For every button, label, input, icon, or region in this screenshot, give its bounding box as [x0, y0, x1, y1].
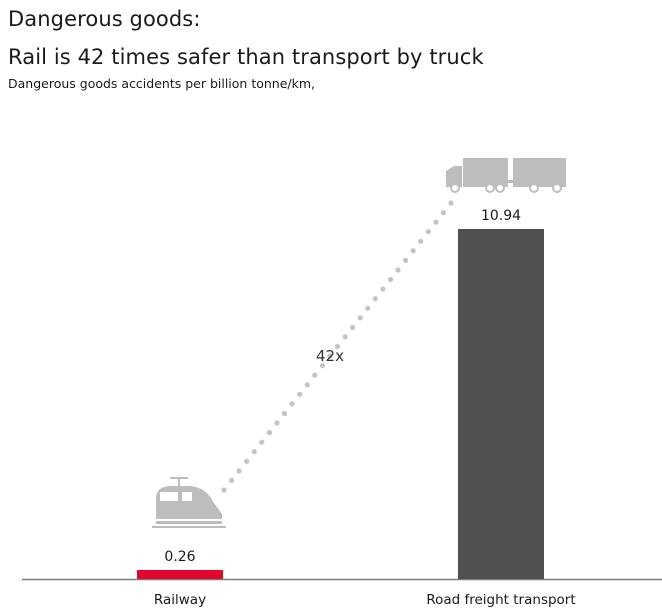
dotted-line-dot	[350, 324, 356, 330]
dotted-line-dot	[229, 477, 235, 483]
value-label-railway: 0.26	[164, 549, 195, 565]
dotted-line-dot	[236, 468, 242, 474]
chart-title-line2: Rail is 42 times safer than transport by…	[8, 45, 484, 69]
ratio-annotation: 42x	[316, 347, 344, 365]
dotted-line-dot	[365, 305, 371, 311]
train-icon	[152, 477, 226, 528]
truck-icon	[446, 158, 566, 193]
dotted-line-dot	[259, 439, 265, 445]
dotted-line-dot	[312, 372, 318, 378]
category-label-railway: Railway	[154, 592, 206, 608]
dotted-line-dot	[357, 315, 363, 321]
dotted-line-dot	[281, 410, 288, 417]
dotted-line-dot	[244, 458, 250, 464]
dotted-line-dot	[448, 200, 454, 206]
dotted-line-dot	[266, 430, 272, 436]
dotted-line-dot	[372, 296, 378, 302]
bar-road-freight-transport	[458, 229, 544, 579]
dotted-line-dot	[251, 449, 257, 455]
dotted-line-dot	[342, 334, 348, 340]
dotted-line-dot	[410, 248, 416, 254]
dotted-line-dot	[387, 276, 394, 283]
dotted-line-dot	[334, 343, 341, 350]
dotted-line-dot	[304, 382, 310, 388]
dotted-line-dot	[380, 286, 386, 292]
dotted-line-dot	[395, 267, 401, 273]
dotted-line-dot	[297, 391, 303, 397]
category-label-road-freight-transport: Road freight transport	[426, 592, 575, 608]
chart-title-line1: Dangerous goods:	[8, 7, 201, 31]
dotted-line-dot	[403, 257, 409, 263]
dotted-line-dot	[418, 238, 424, 244]
dotted-line-dot	[327, 353, 333, 359]
value-label-road-freight-transport: 10.94	[481, 208, 521, 224]
dotted-line-dot	[221, 487, 227, 493]
dotted-line-dot	[274, 420, 280, 426]
dotted-line-dot	[425, 229, 431, 235]
dotted-line-dot	[289, 401, 295, 407]
chart-subtitle: Dangerous goods accidents per billion to…	[8, 76, 316, 91]
dotted-line-dot	[319, 363, 325, 369]
dotted-line-dot	[433, 219, 439, 225]
bar-railway	[137, 570, 223, 579]
dotted-line-dot	[440, 210, 446, 216]
comparison-dotted-line	[221, 200, 454, 493]
